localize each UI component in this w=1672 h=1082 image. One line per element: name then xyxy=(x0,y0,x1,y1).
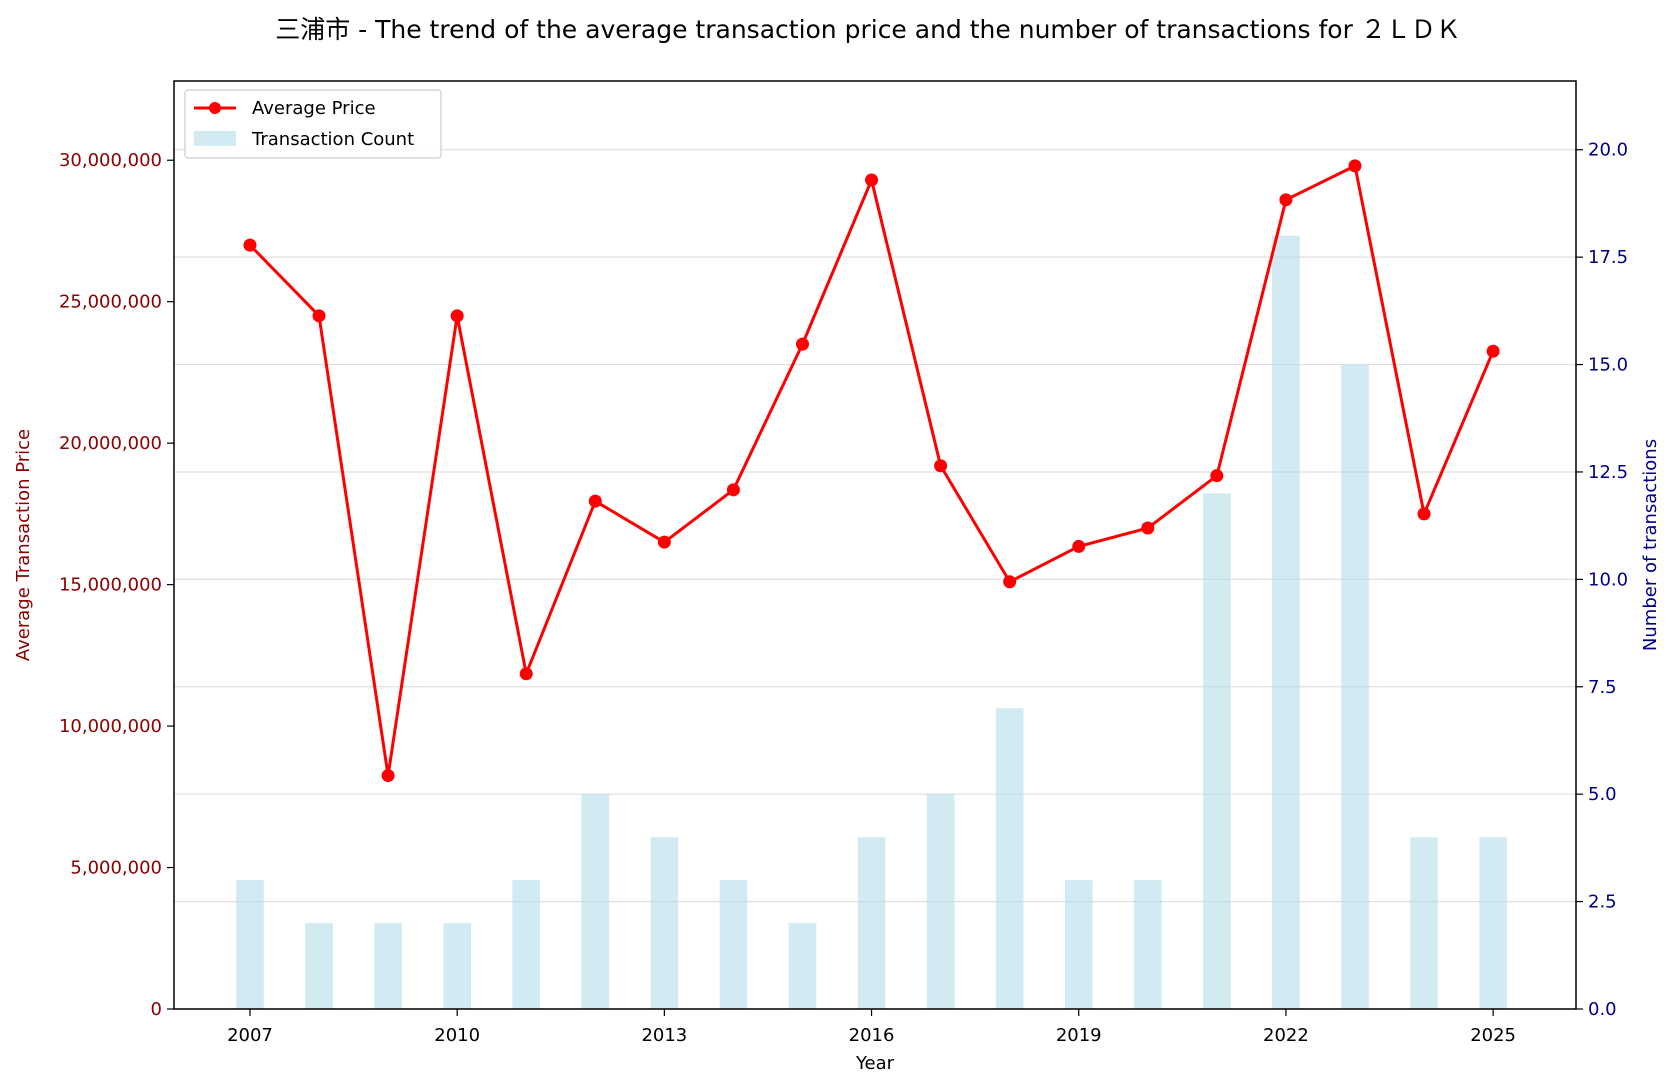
bar-2023 xyxy=(1341,364,1369,1009)
bar-2010 xyxy=(443,923,471,1009)
y-right-tick-label-3: 7.5 xyxy=(1588,677,1617,698)
y-right-tick-label-0: 0.0 xyxy=(1588,999,1617,1020)
bar-2014 xyxy=(719,880,748,1009)
legend-label-transaction-count: Transaction Count xyxy=(251,129,414,150)
line-series xyxy=(243,159,1500,783)
legend-label-average-price: Average Price xyxy=(252,98,376,119)
x-tick-label-2013: 2013 xyxy=(641,1025,687,1046)
price-point-2021 xyxy=(1210,469,1224,483)
price-point-2008 xyxy=(312,309,326,323)
price-point-2011 xyxy=(519,667,533,681)
bar-2016 xyxy=(857,837,886,1009)
x-axis-label: Year xyxy=(855,1053,895,1074)
grid-lines xyxy=(174,149,1576,1010)
y-right-tick-label-7: 17.5 xyxy=(1588,247,1628,268)
price-point-2019 xyxy=(1072,539,1086,553)
legend-line-marker xyxy=(209,102,221,114)
x-tick-label-2022: 2022 xyxy=(1263,1025,1309,1046)
y-left-tick-label-0: 0 xyxy=(151,999,162,1020)
bar-2025 xyxy=(1479,837,1507,1009)
y-axis-right: 0.0 2.5 5.0 7.5 10.0 12.5 15.0 17.5 20.0 xyxy=(1576,140,1628,1020)
price-point-2024 xyxy=(1417,507,1431,521)
y-right-tick-label-2: 5.0 xyxy=(1588,784,1617,805)
y-right-tick-label-1: 2.5 xyxy=(1588,892,1617,913)
y-left-tick-label-3: 15,000,000 xyxy=(59,575,162,596)
bar-2020 xyxy=(1133,880,1162,1009)
price-point-2013 xyxy=(657,535,671,549)
price-point-2018 xyxy=(1003,575,1017,589)
bar-2011 xyxy=(512,880,541,1009)
y-left-tick-label-4: 20,000,000 xyxy=(59,433,162,454)
bar-2009 xyxy=(374,923,402,1009)
price-point-2017 xyxy=(934,459,948,473)
x-tick-label-2019: 2019 xyxy=(1056,1025,1102,1046)
price-point-2009 xyxy=(381,769,395,783)
price-point-2016 xyxy=(865,173,879,187)
bar-2018 xyxy=(995,708,1024,1009)
y-axis-left-label: Average Transaction Price xyxy=(13,429,34,661)
legend-box xyxy=(184,89,442,159)
bars-series xyxy=(236,235,1507,1009)
y-right-tick-label-5: 12.5 xyxy=(1588,462,1628,483)
y-left-tick-label-2: 10,000,000 xyxy=(59,716,162,737)
y-right-tick-label-6: 15.0 xyxy=(1588,355,1628,376)
bar-2022 xyxy=(1272,235,1300,1009)
legend: Average Price Transaction Count xyxy=(184,89,442,159)
price-point-2023 xyxy=(1348,159,1362,173)
bar-2021 xyxy=(1203,493,1231,1009)
x-axis: 2007 2010 2013 2016 2019 2022 2025 xyxy=(227,1009,1516,1046)
price-point-2014 xyxy=(726,483,740,497)
bar-2007 xyxy=(236,880,264,1009)
legend-bar-swatch xyxy=(194,131,236,146)
bar-2015 xyxy=(788,923,817,1009)
y-left-tick-label-6: 30,000,000 xyxy=(59,150,162,171)
x-tick-label-2010: 2010 xyxy=(434,1025,480,1046)
price-point-2020 xyxy=(1141,521,1155,535)
plot-frame xyxy=(173,80,1577,1010)
bar-2019 xyxy=(1064,880,1093,1009)
x-tick-label-2016: 2016 xyxy=(849,1025,895,1046)
bar-2017 xyxy=(926,794,955,1009)
bar-2013 xyxy=(650,837,679,1009)
x-tick-label-2025: 2025 xyxy=(1470,1025,1516,1046)
y-left-tick-label-5: 25,000,000 xyxy=(59,292,162,313)
price-point-2010 xyxy=(450,309,464,323)
price-point-2007 xyxy=(243,238,257,252)
bar-2024 xyxy=(1410,837,1438,1009)
x-tick-label-2007: 2007 xyxy=(227,1025,273,1046)
price-point-2012 xyxy=(588,494,602,508)
price-point-2015 xyxy=(795,337,809,351)
y-right-tick-label-4: 10.0 xyxy=(1588,569,1628,590)
y-right-tick-label-8: 20.0 xyxy=(1588,140,1628,161)
y-left-tick-label-1: 5,000,000 xyxy=(70,858,162,879)
price-point-2025 xyxy=(1486,344,1500,358)
price-point-2022 xyxy=(1279,193,1293,207)
y-axis-left: 0 5,000,000 10,000,000 15,000,000 20,000,000… xyxy=(59,150,174,1020)
bar-2012 xyxy=(581,794,610,1009)
chart-title: 三浦市 - The trend of the average transacti… xyxy=(275,15,1461,44)
bar-2008 xyxy=(305,923,333,1009)
y-axis-right-label: Number of transactions xyxy=(1640,439,1661,651)
